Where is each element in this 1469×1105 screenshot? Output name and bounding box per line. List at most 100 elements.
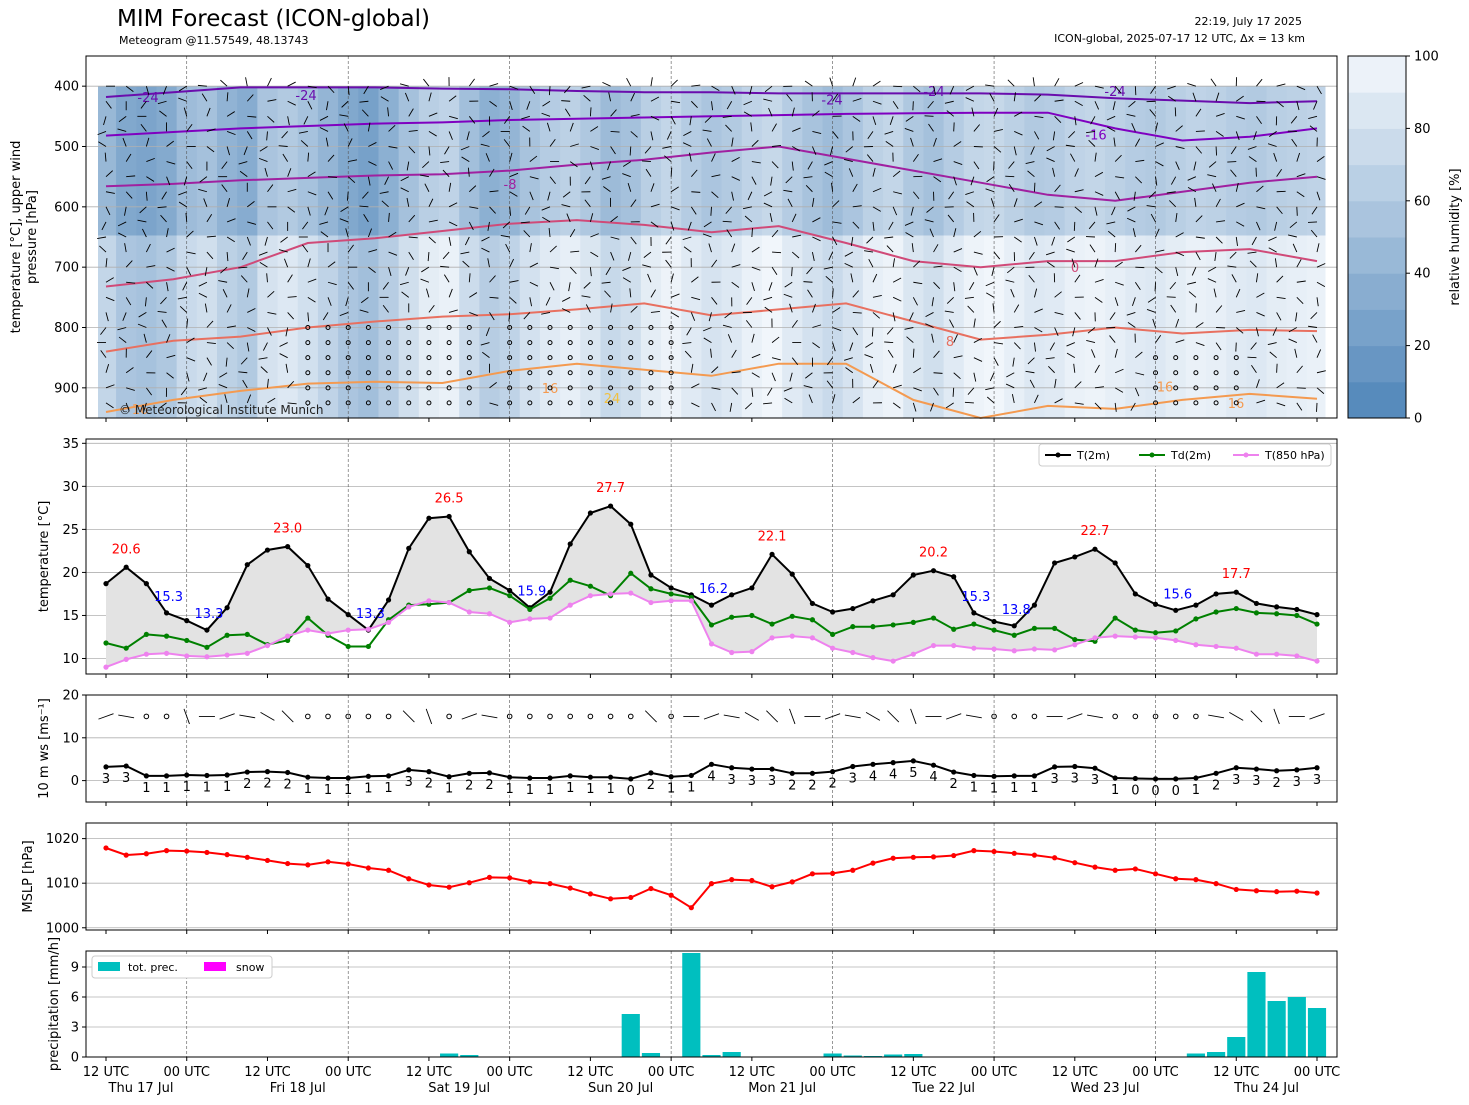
wind-speed-label: 2	[284, 777, 292, 792]
wind-barb	[1006, 266, 1015, 274]
wind-speed-point	[789, 770, 795, 776]
wind-speed-label: 3	[1293, 775, 1301, 790]
wind-barb	[804, 80, 813, 87]
wind-barb	[206, 342, 216, 344]
wind-speed-label: 1	[203, 780, 211, 795]
humidity-cell	[398, 86, 420, 236]
humidity-cell	[580, 235, 601, 418]
series-point-T(850 hPa)	[264, 642, 271, 649]
calm-wind-marker	[648, 340, 654, 346]
series-point-T(2m)	[123, 564, 129, 570]
calm-wind-marker	[386, 355, 392, 361]
wind-barb	[117, 128, 127, 132]
wind-barb	[1256, 312, 1265, 317]
wind-barb	[561, 296, 571, 302]
calm-wind-marker	[507, 340, 513, 346]
wind-barb	[763, 202, 773, 208]
wind-barb	[203, 372, 208, 382]
wind-barb	[183, 176, 188, 186]
wind-barb	[426, 288, 430, 298]
wind-barb	[347, 86, 350, 96]
mslp-point	[668, 892, 674, 898]
wind-barb	[1292, 243, 1298, 253]
wind-barb	[204, 267, 208, 277]
wind-barb	[1155, 249, 1165, 253]
wind-barb	[428, 236, 436, 244]
wind-barb	[319, 221, 329, 225]
wind-barb	[807, 289, 813, 298]
wind-speed-label: 0	[1151, 784, 1159, 799]
wind-barb	[711, 297, 718, 305]
wind-barb	[198, 387, 208, 391]
series-point-T(2m)	[1193, 602, 1199, 608]
wind-barb	[548, 86, 551, 96]
wind-barb	[166, 354, 176, 359]
series-point-Td(2m)	[1132, 627, 1138, 633]
wind-barb	[852, 183, 858, 192]
wind-barb	[985, 387, 995, 391]
wind-barb	[140, 100, 147, 109]
wind-barb	[489, 206, 496, 214]
wind-barb	[569, 266, 577, 275]
series-point-Td(2m)	[628, 570, 634, 576]
wind-barb	[448, 202, 458, 208]
calm-wind-marker	[1193, 355, 1199, 361]
humidity-cell	[963, 86, 985, 236]
wind-barb	[1089, 244, 1096, 253]
calm-wind-marker	[446, 400, 452, 406]
wind-barb	[852, 327, 859, 336]
calm-wind-marker	[446, 340, 452, 346]
humidity-cell	[862, 86, 884, 236]
wind-barb	[1071, 258, 1076, 268]
wind-barb	[278, 249, 288, 253]
wind-barb	[1188, 291, 1197, 298]
wind-barb	[166, 282, 169, 292]
calm-wind-marker	[406, 400, 412, 406]
wind-barb	[529, 85, 536, 94]
wind-barb	[548, 228, 551, 238]
wind-speed-point	[365, 773, 371, 779]
isotherm-label: -16	[1085, 128, 1106, 143]
humidity-cell	[943, 235, 965, 418]
mslp-point	[850, 867, 856, 873]
wind-barb	[280, 236, 288, 243]
wind-barb	[481, 236, 490, 242]
wind-barb	[926, 206, 934, 213]
wind-barb	[1250, 342, 1257, 350]
wind-barb	[1207, 266, 1217, 272]
series-point-T(850 hPa)	[1072, 642, 1078, 648]
day-label: Wed 23 Jul	[1071, 1081, 1140, 1096]
wind-barb	[523, 230, 531, 238]
series-point-T(850 hPa)	[507, 619, 513, 625]
wind-barb	[287, 274, 293, 283]
wind-barb	[852, 98, 862, 102]
wind-barb	[362, 191, 369, 199]
wind-barb	[1067, 236, 1076, 243]
wind-barb	[771, 266, 778, 275]
wind-barb	[626, 78, 632, 87]
wind-barb	[589, 213, 594, 223]
wind-barb	[1187, 82, 1197, 87]
series-point-T(850 hPa)	[406, 604, 412, 610]
precip-bar	[641, 1053, 661, 1057]
wind-speed-point	[1011, 773, 1017, 779]
wind-barb	[1256, 185, 1264, 193]
calm-wind-marker	[446, 325, 452, 330]
mslp-y-label-line: MSLP [hPa]	[21, 840, 36, 912]
wind-barb	[1013, 304, 1020, 313]
wind-barb	[322, 312, 329, 321]
calm-wind-marker	[547, 355, 553, 361]
calm-wind-marker	[1233, 355, 1239, 361]
wind-barb	[650, 203, 660, 208]
wind-barb	[823, 266, 833, 270]
humidity-cell	[923, 86, 945, 236]
mslp-point	[1233, 886, 1239, 893]
wind-barb	[1066, 352, 1076, 359]
wind-barb	[647, 273, 652, 283]
wind-barb	[307, 258, 311, 268]
wind-barb	[124, 243, 127, 253]
mslp-point	[1092, 864, 1098, 870]
wind-barb	[561, 204, 571, 208]
humidity-cell	[640, 86, 662, 236]
humidity-cell	[640, 235, 662, 418]
